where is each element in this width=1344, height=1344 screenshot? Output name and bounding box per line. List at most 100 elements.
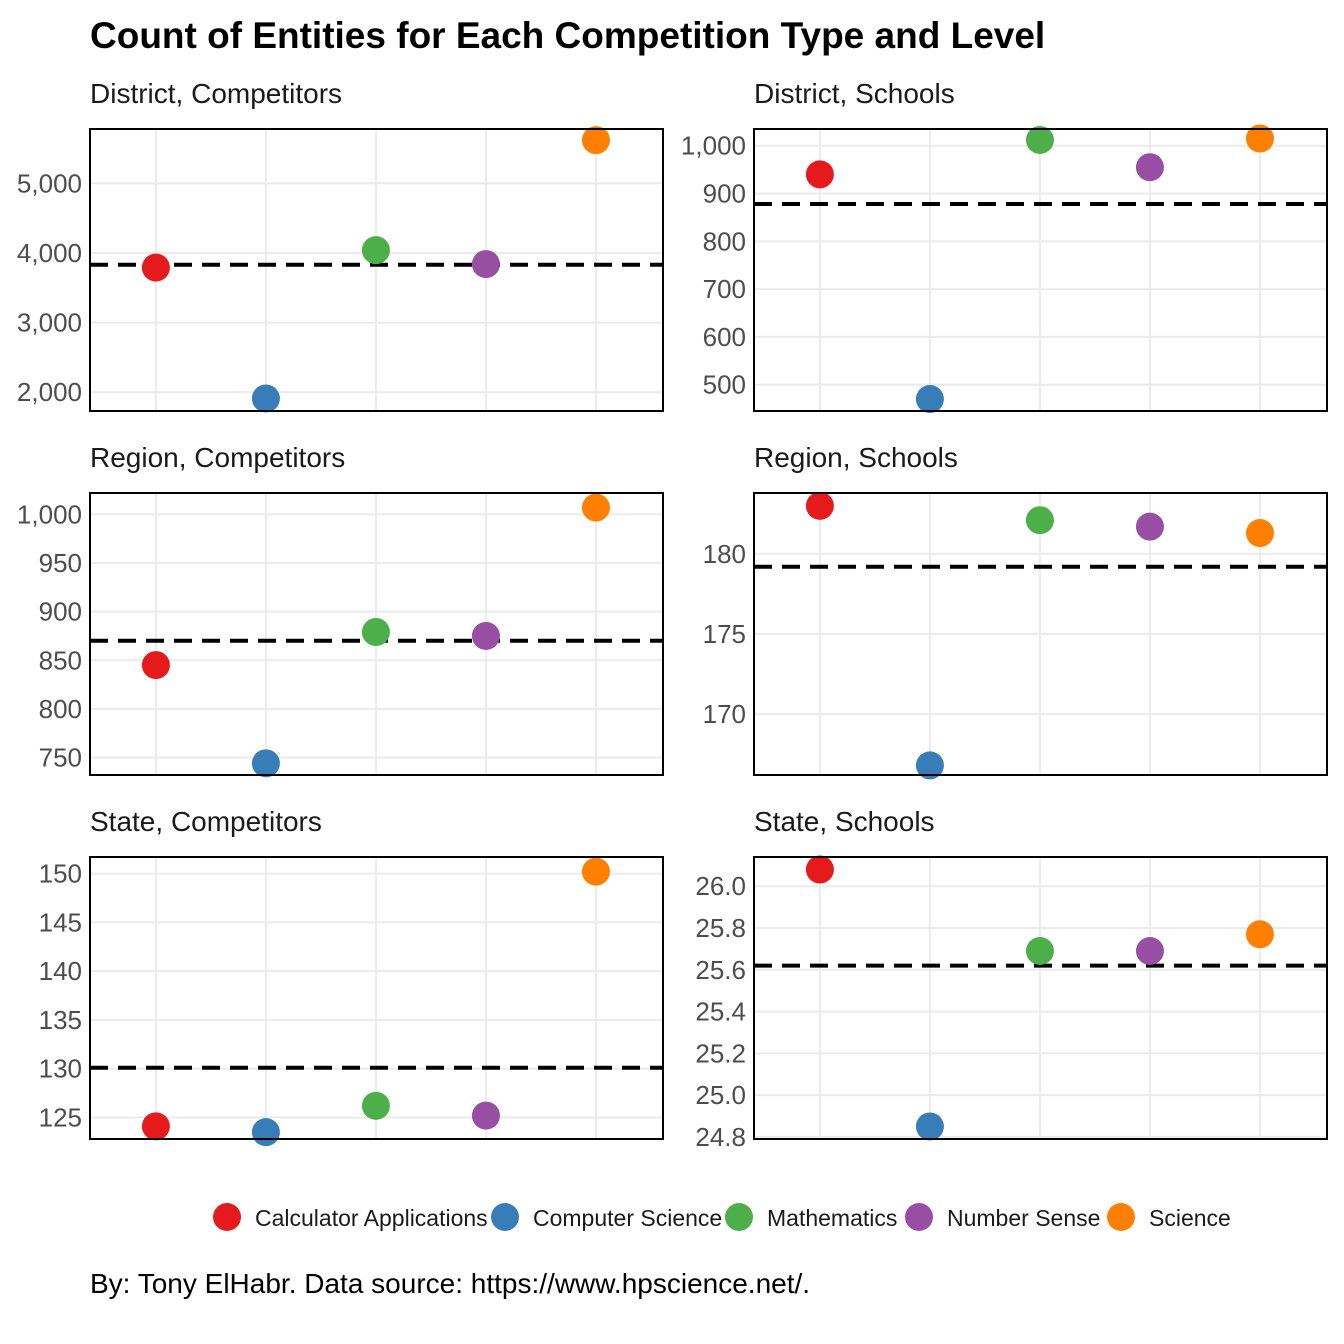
y-tick-label: 175 <box>703 619 746 649</box>
data-point <box>1245 124 1274 153</box>
panel-title: District, Schools <box>754 78 955 109</box>
y-tick-label: 24.8 <box>695 1122 746 1152</box>
y-tick-label: 145 <box>39 907 82 937</box>
legend-item: Computer Science <box>491 1203 722 1231</box>
y-tick-label: 950 <box>39 548 82 578</box>
data-point <box>361 236 390 265</box>
legend-key <box>725 1203 753 1231</box>
panel: Region, Schools 170 175 180 <box>703 442 1328 780</box>
y-tick-label: 750 <box>39 742 82 772</box>
legend-label: Mathematics <box>767 1205 897 1231</box>
legend-label: Number Sense <box>947 1205 1100 1231</box>
legend-key <box>213 1203 241 1231</box>
y-tick-label: 4,000 <box>17 238 82 268</box>
panel-border <box>89 128 664 412</box>
y-tick-label: 2,000 <box>17 377 82 407</box>
data-point <box>1135 937 1164 965</box>
y-tick-label: 25.2 <box>695 1038 746 1068</box>
y-tick-label: 180 <box>703 539 746 569</box>
data-point <box>805 855 834 884</box>
y-tick-label: 130 <box>39 1054 82 1084</box>
data-point <box>805 160 834 189</box>
legend-item: Science <box>1107 1203 1231 1231</box>
data-point <box>251 749 280 778</box>
panel: Region, Competitors 750 800 850 900 950 1,000 <box>17 442 664 778</box>
y-tick-label: 135 <box>39 1005 82 1035</box>
panel-title: Region, Schools <box>754 442 958 473</box>
legend: Calculator Applications Computer Science M… <box>213 1203 1231 1231</box>
y-tick-label: 1,000 <box>681 131 746 161</box>
panel-title: Region, Competitors <box>90 442 345 473</box>
data-point <box>805 491 834 520</box>
y-tick-label: 170 <box>703 699 746 729</box>
y-tick-label: 125 <box>39 1103 82 1133</box>
data-point <box>1245 519 1274 548</box>
panel-title: State, Schools <box>754 806 935 837</box>
data-point <box>251 1118 280 1147</box>
data-point <box>581 126 610 155</box>
panel-border <box>89 856 664 1140</box>
panel-border <box>753 492 1328 776</box>
panels-layer: District, Competitors 2,000 3,000 4,000 5,00… <box>17 78 1328 1152</box>
legend-label: Science <box>1149 1205 1231 1231</box>
data-point <box>1135 153 1164 182</box>
data-point <box>361 618 390 647</box>
y-tick-label: 1,000 <box>17 499 82 529</box>
y-tick-label: 900 <box>39 597 82 627</box>
y-tick-label: 600 <box>703 322 746 352</box>
y-tick-label: 500 <box>703 370 746 400</box>
data-point <box>1135 512 1164 541</box>
data-point <box>141 253 170 282</box>
panel: State, Schools 24.8 25.0 25.2 25.4 25.6 25.8 26… <box>695 806 1328 1152</box>
data-point <box>915 1112 944 1141</box>
legend-item: Mathematics <box>725 1203 897 1231</box>
legend-label: Calculator Applications <box>255 1205 488 1231</box>
legend-item: Number Sense <box>905 1203 1100 1231</box>
y-tick-label: 26.0 <box>695 871 746 901</box>
data-point <box>251 384 280 413</box>
y-tick-label: 25.6 <box>695 955 746 985</box>
data-point <box>915 751 944 780</box>
legend-key <box>905 1203 933 1231</box>
data-point <box>581 857 610 886</box>
data-point <box>581 493 610 522</box>
panel-title: District, Competitors <box>90 78 342 109</box>
data-point <box>361 1091 390 1120</box>
y-tick-label: 140 <box>39 956 82 986</box>
data-point <box>141 651 170 680</box>
data-point <box>1025 506 1054 535</box>
y-tick-label: 700 <box>703 274 746 304</box>
y-tick-label: 800 <box>39 694 82 724</box>
panel-border <box>753 856 1328 1140</box>
y-tick-label: 25.0 <box>695 1080 746 1110</box>
y-tick-label: 150 <box>39 859 82 889</box>
y-tick-label: 800 <box>703 226 746 256</box>
y-tick-label: 5,000 <box>17 168 82 198</box>
data-point <box>471 250 500 279</box>
data-point <box>1025 125 1054 154</box>
data-point <box>141 1112 170 1141</box>
legend-item: Calculator Applications <box>213 1203 488 1231</box>
data-point <box>915 385 944 414</box>
data-point <box>1245 920 1274 949</box>
data-point <box>471 1101 500 1130</box>
data-point <box>1025 937 1054 965</box>
legend-label: Computer Science <box>533 1205 722 1231</box>
legend-key <box>1107 1203 1135 1231</box>
panel: State, Competitors 125 130 135 140 145 150 <box>39 806 664 1147</box>
panel: District, Competitors 2,000 3,000 4,000 5,00… <box>17 78 664 413</box>
y-tick-label: 3,000 <box>17 308 82 338</box>
y-tick-label: 25.8 <box>695 913 746 943</box>
panel-border <box>89 492 664 776</box>
data-point <box>471 621 500 650</box>
caption: By: Tony ElHabr. Data source: https://ww… <box>90 1268 810 1299</box>
y-tick-label: 850 <box>39 645 82 675</box>
y-tick-label: 900 <box>703 179 746 209</box>
panel: District, Schools 500 600 700 800 900 1,000 <box>681 78 1328 414</box>
panel-title: State, Competitors <box>90 806 322 837</box>
chart-title: Count of Entities for Each Competition T… <box>90 15 1045 56</box>
legend-key <box>491 1203 519 1231</box>
y-tick-label: 25.4 <box>695 997 746 1027</box>
panel-border <box>753 128 1328 412</box>
